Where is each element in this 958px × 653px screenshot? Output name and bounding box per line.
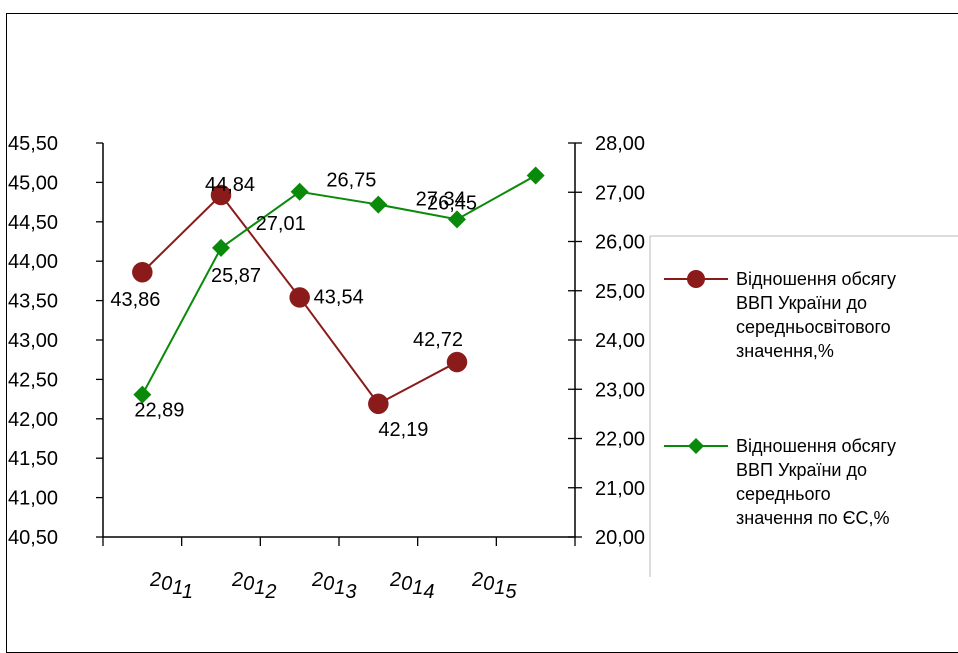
left-axis-tick-label: 41,00 [8,488,58,510]
left-axis-tick-label: 44,00 [8,251,58,273]
series-2-point [290,182,309,201]
x-category-label: 2011 [149,569,193,603]
series-1-data-label: 42,72 [413,329,463,351]
right-axis-tick-label: 21,00 [595,478,645,500]
legend-series-2-label: Відношення обсягу [736,436,896,456]
legend-series-2-label: середнього [736,484,831,504]
legend-series-2-label: ВВП України до [736,460,867,480]
series-2-point [448,210,466,229]
left-axis-tick-label: 42,50 [8,369,58,391]
x-category-label: 2014 [389,569,435,603]
x-category-label: 2015 [471,569,517,603]
left-axis-tick-label: 42,00 [8,409,58,431]
legend-series-1-marker [687,270,705,288]
x-category-label: 2013 [311,569,357,603]
left-axis-tick-label: 40,50 [8,527,58,549]
series-1-data-label: 43,54 [314,286,364,308]
legend-series-1-label: значення,% [736,341,834,361]
left-axis-tick-label: 43,50 [8,291,58,313]
series-1-point [289,287,310,308]
series-1-data-label: 42,19 [378,419,428,441]
series-2-data-label: 22,89 [134,400,184,422]
right-axis-tick-label: 22,00 [595,429,645,451]
series-2-data-label: 26,75 [326,170,376,192]
right-axis-tick-label: 26,00 [595,232,645,254]
series-2-line [141,174,537,396]
series-1-point [210,184,232,206]
series-2-data-label: 27,01 [256,213,306,235]
left-axis-tick-label: 44,50 [8,212,58,234]
series-2-point [133,385,152,404]
series-2-point [526,166,545,185]
right-axis-tick-label: 20,00 [595,527,645,549]
dual-axis-line-chart: 45,50 45,00 44,50 44,00 43,50 43,00 42,50 42,00… [8,133,958,603]
legend-series-1-label: середньосвітового [736,317,891,337]
legend-series-2-label: значення по ЄС,% [736,508,890,528]
left-axis-tick-label: 43,00 [8,330,58,352]
series-2-data-label: 27,34 [416,189,466,211]
series-2-data-label: 26,45 [427,192,477,214]
series-2-point [369,195,388,214]
legend-series-2-marker [688,438,704,454]
series-1-data-label: 43,86 [110,289,160,311]
legend-series-1-label: ВВП України до [736,293,867,313]
series-2-data-label: 25,87 [211,265,261,287]
series-1-point [368,393,389,415]
series-1-point [446,351,468,373]
series-2-point [212,238,230,257]
x-category-label: 2012 [231,569,277,603]
legend-series-1-label: Відношення обсягу [736,269,896,289]
right-axis-tick-label: 28,00 [595,133,645,155]
right-axis-tick-label: 25,00 [595,281,645,303]
right-axis-tick-label: 27,00 [595,182,645,204]
series-1-data-label: 44,84 [205,174,255,196]
left-axis-tick-label: 45,00 [8,172,58,194]
right-axis-tick-label: 23,00 [595,379,645,401]
left-axis-tick-label: 45,50 [8,133,58,155]
series-1-point [132,261,153,283]
left-axis-tick-label: 41,50 [8,448,58,470]
right-axis-tick-label: 24,00 [595,330,645,352]
